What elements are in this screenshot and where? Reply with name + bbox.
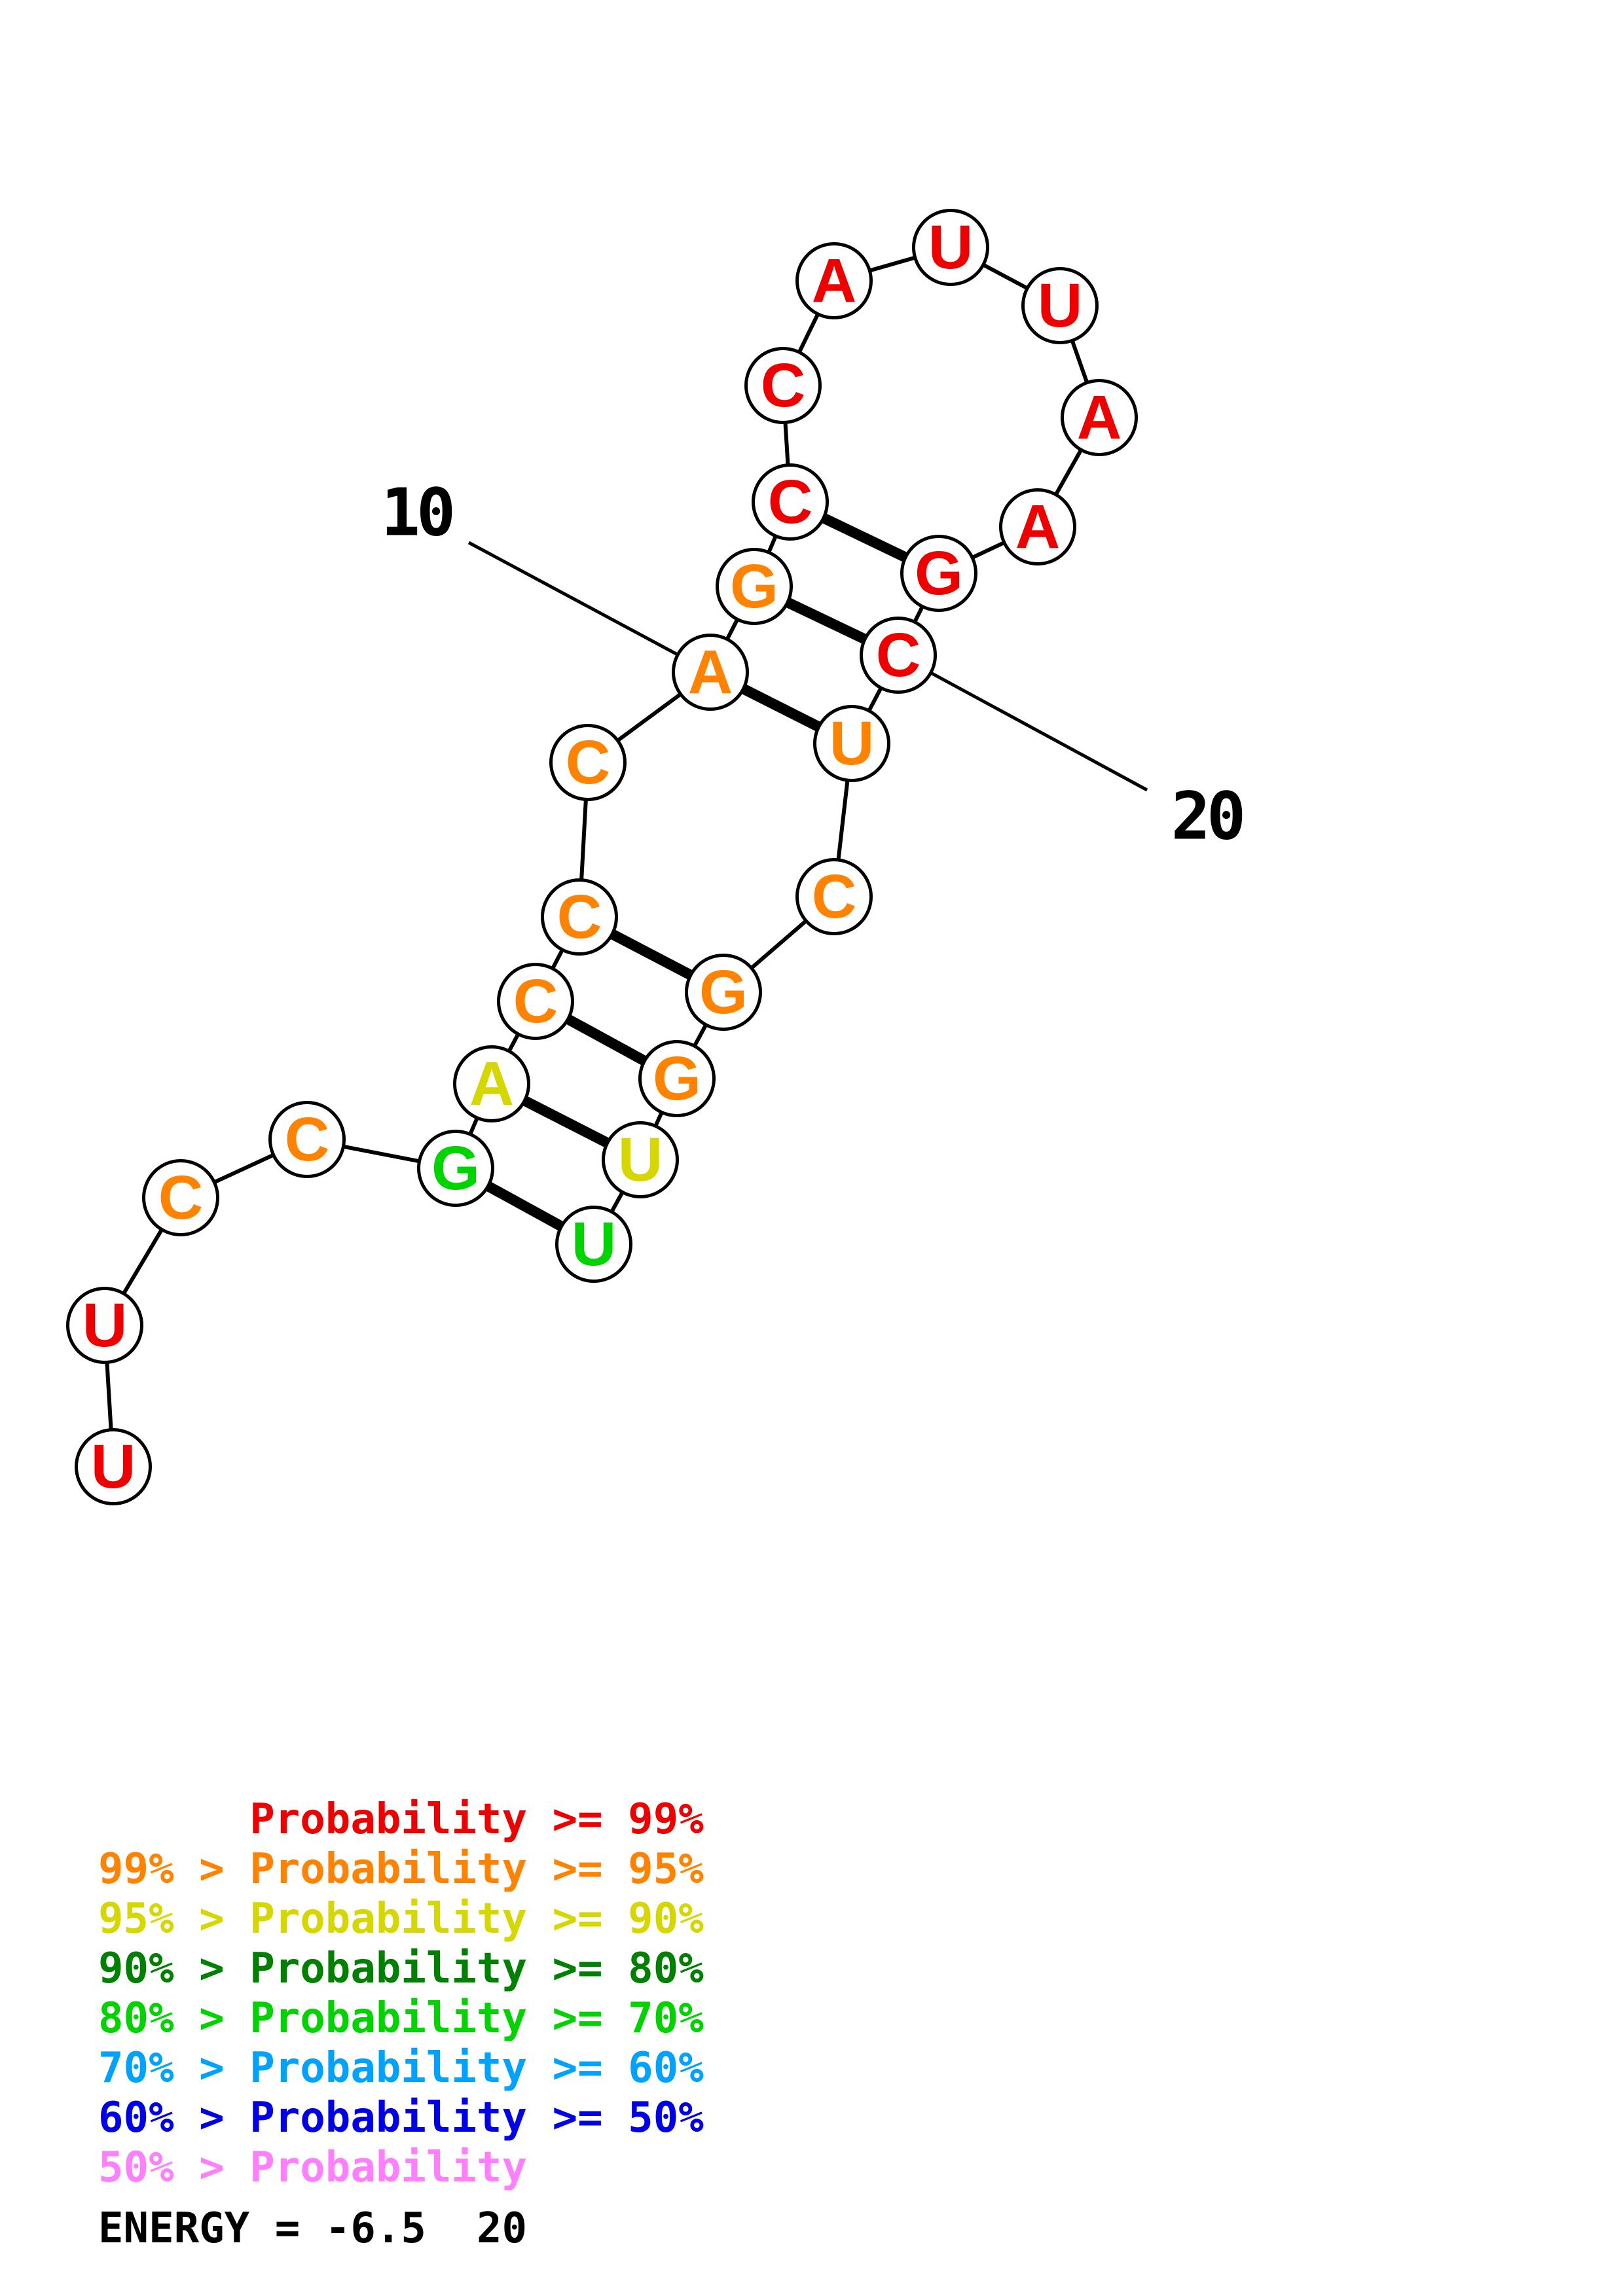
nucleotide-4-C: C [268, 1101, 346, 1178]
nucleotide-2-U: U [66, 1287, 143, 1364]
label-pointer-line [467, 541, 712, 674]
nucleotide-12-C: C [752, 463, 829, 541]
legend-row: 60% > Probability >= 50% [98, 2094, 704, 2142]
nucleotide-15-U: U [912, 209, 989, 286]
nucleotide-23-G: G [685, 954, 762, 1031]
nucleotide-13-C: C [744, 347, 822, 424]
nucleotide-17-A: A [1061, 379, 1138, 456]
nucleotide-21-U: U [813, 705, 890, 782]
nucleotide-24-G: G [638, 1040, 716, 1117]
nucleotide-1-U: U [75, 1428, 152, 1505]
energy-readout: ENERGY = -6.5 20 [98, 2204, 528, 2253]
nucleotide-10-A: A [672, 634, 749, 711]
legend-row: Probability >= 99% [98, 1795, 704, 1844]
legend-row: 80% > Probability >= 70% [98, 1994, 704, 2043]
nucleotide-11-G: G [716, 548, 793, 625]
legend-row: 50% > Probability [98, 2144, 528, 2192]
nucleotide-5-G: G [417, 1130, 494, 1207]
nucleotide-14-A: A [795, 242, 873, 319]
nucleotide-7-C: C [497, 963, 574, 1040]
nucleotide-3-C: C [142, 1159, 219, 1236]
nucleotide-20-C: C [860, 617, 937, 694]
nucleotide-8-C: C [541, 878, 618, 956]
nucleotide-18-A: A [999, 488, 1076, 565]
nucleotide-19-G: G [900, 535, 977, 612]
label-pointer-line [897, 653, 1148, 792]
position-label-20: 20 [1171, 778, 1246, 855]
legend-row: 99% > Probability >= 95% [98, 1845, 704, 1893]
nucleotide-26-U: U [555, 1206, 632, 1283]
legend-row: 90% > Probability >= 80% [98, 1945, 704, 1993]
probability-legend: Probability >= 99% 99% > Probability >= 9… [98, 1795, 704, 2193]
position-label-10: 10 [380, 474, 456, 551]
nucleotide-16-U: U [1021, 267, 1099, 344]
nucleotide-9-C: C [549, 724, 627, 801]
legend-row: 95% > Probability >= 90% [98, 1895, 704, 1943]
nucleotide-6-A: A [453, 1045, 530, 1122]
nucleotide-25-U: U [602, 1121, 679, 1198]
nucleotide-22-C: C [795, 858, 873, 935]
legend-row: 70% > Probability >= 60% [98, 2044, 704, 2092]
